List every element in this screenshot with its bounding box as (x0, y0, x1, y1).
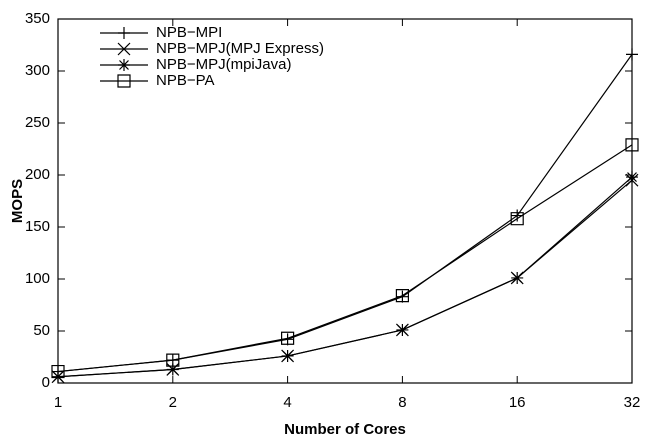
legend-label: NPB−MPI (156, 24, 222, 41)
marker (396, 323, 409, 336)
legend-marker (118, 59, 130, 71)
marker (510, 212, 524, 226)
series-line (57, 54, 633, 373)
marker (626, 171, 638, 184)
legend-marker (117, 74, 131, 88)
series-line (57, 179, 633, 378)
legend-label: NPB−MPJ(MPJ Express) (156, 40, 324, 57)
series-line (57, 176, 633, 378)
y-tick-label: 200 (25, 166, 50, 183)
marker (166, 363, 179, 376)
y-tick-label: 150 (25, 218, 50, 235)
legend-marker (117, 42, 131, 56)
series-line (57, 144, 633, 373)
y-tick-label: 250 (25, 114, 50, 131)
x-tick-label: 1 (54, 394, 62, 411)
y-tick-label: 350 (25, 10, 50, 27)
marker (52, 370, 64, 383)
marker (281, 349, 294, 362)
y-axis-label: MOPS (9, 179, 26, 223)
y-tick-label: 50 (33, 322, 50, 339)
marker (395, 289, 409, 303)
x-axis-label: Number of Cores (284, 421, 406, 438)
y-tick-label: 300 (25, 62, 50, 79)
marker (511, 271, 524, 284)
marker (166, 353, 180, 367)
legend-marker (118, 27, 130, 39)
x-tick-label: 2 (169, 394, 177, 411)
x-tick-label: 4 (283, 394, 291, 411)
marker (626, 48, 638, 61)
x-tick-label: 16 (509, 394, 526, 411)
marker (625, 138, 639, 152)
plot-frame (57, 18, 633, 384)
y-tick-label: 100 (25, 270, 50, 287)
x-tick-label: 32 (624, 394, 641, 411)
marker (51, 364, 65, 379)
marker (281, 331, 295, 345)
y-tick-label: 0 (42, 374, 50, 391)
legend-label: NPB−MPJ(mpiJava) (156, 56, 291, 73)
x-tick-label: 8 (398, 394, 406, 411)
legend-label: NPB−PA (156, 72, 215, 89)
